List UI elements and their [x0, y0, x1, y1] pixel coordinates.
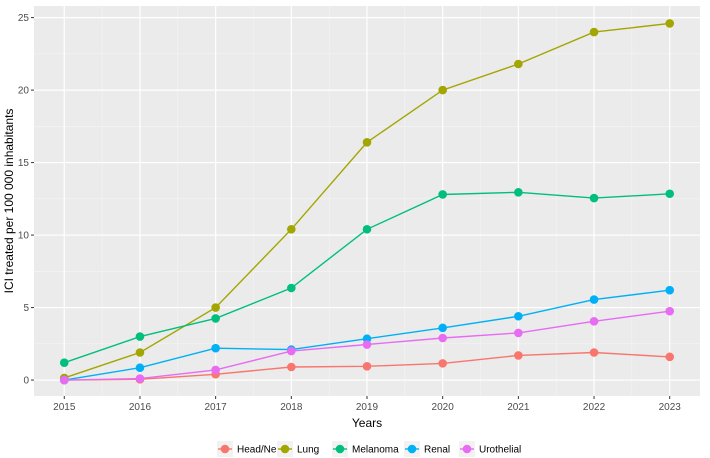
data-point-renal: [211, 343, 220, 353]
legend-label-renal: Renal: [424, 445, 450, 456]
series-points: [59, 19, 675, 385]
x-axis-title: Years: [352, 416, 382, 430]
legend-key-point-head-neck: [220, 444, 230, 454]
data-point-lung: [362, 137, 372, 147]
legend-label-head-neck: Head/Neck: [237, 445, 287, 456]
data-point-urothelial: [362, 340, 372, 349]
data-point-lung: [665, 19, 675, 28]
data-point-melanoma: [59, 358, 69, 367]
x-tick-label: 2016: [129, 402, 152, 413]
y-tick-label: 20: [18, 86, 30, 97]
data-point-urothelial: [589, 317, 599, 326]
y-axis-title: ICI treated per 100 000 inhabitants: [2, 109, 16, 294]
legend-label-urothelial: Urothelial: [479, 445, 521, 456]
data-point-lung: [135, 348, 145, 357]
data-point-urothelial: [438, 333, 447, 343]
x-tick-label: 2021: [507, 402, 530, 413]
y-tick-label: 25: [18, 13, 30, 24]
data-point-head-neck: [438, 359, 447, 368]
data-point-melanoma: [135, 332, 145, 341]
data-point-renal: [514, 311, 523, 321]
data-point-renal: [665, 285, 675, 295]
x-tick-label: 2017: [205, 402, 228, 413]
data-point-head-neck: [589, 348, 599, 357]
data-point-urothelial: [59, 375, 69, 385]
data-point-head-neck: [362, 361, 372, 371]
data-point-head-neck: [514, 351, 523, 360]
data-point-lung: [438, 85, 447, 95]
y-tick-label: 0: [23, 376, 29, 387]
data-point-renal: [438, 323, 447, 333]
data-point-melanoma: [287, 283, 296, 293]
x-tick-label: 2022: [583, 402, 606, 413]
legend-key-point-urothelial: [462, 444, 472, 454]
data-point-melanoma: [665, 189, 675, 199]
data-point-urothelial: [665, 306, 675, 316]
data-point-renal: [589, 295, 599, 304]
legend: Head/Neck Lung Melanoma Renal Urothelial: [217, 441, 521, 457]
data-point-lung: [514, 59, 523, 69]
y-tick-label: 10: [18, 231, 30, 242]
data-point-renal: [135, 363, 145, 373]
x-tick-label: 2023: [659, 402, 682, 413]
data-point-lung: [211, 303, 220, 312]
data-point-urothelial: [287, 346, 296, 356]
y-tick-label: 15: [18, 158, 30, 169]
data-point-melanoma: [438, 190, 447, 199]
data-point-head-neck: [665, 352, 675, 362]
data-point-melanoma: [514, 188, 523, 197]
data-point-urothelial: [514, 328, 523, 338]
x-axis-ticks: 2015 2016 2017 2018 2019 2020 2021 2022 2023: [53, 396, 681, 413]
legend-label-lung: Lung: [297, 445, 319, 456]
y-axis-ticks: 0 5 10 15 20 25: [18, 13, 34, 387]
data-point-urothelial: [135, 374, 145, 383]
x-tick-label: 2020: [432, 402, 455, 413]
legend-label-melanoma: Melanoma: [352, 445, 399, 456]
data-point-urothelial: [211, 365, 220, 375]
x-tick-label: 2019: [356, 402, 379, 413]
x-tick-label: 2015: [53, 402, 76, 413]
legend-key-point-melanoma: [335, 444, 345, 454]
data-point-lung: [287, 224, 296, 234]
data-point-melanoma: [589, 193, 599, 203]
legend-key-point-lung: [280, 444, 290, 454]
data-point-head-neck: [287, 362, 296, 372]
x-tick-label: 2018: [280, 402, 303, 413]
data-point-melanoma: [362, 224, 372, 234]
legend-key-point-renal: [407, 444, 417, 454]
y-tick-label: 5: [23, 303, 29, 314]
data-point-melanoma: [211, 314, 220, 323]
data-point-lung: [589, 27, 599, 37]
